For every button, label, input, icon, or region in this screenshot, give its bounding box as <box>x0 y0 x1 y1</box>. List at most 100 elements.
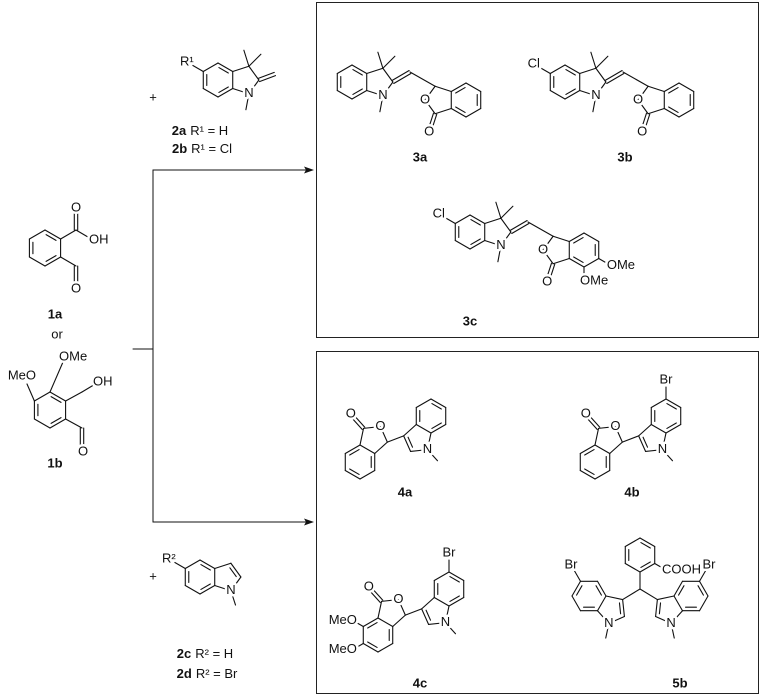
arrow-head <box>304 166 314 174</box>
bond <box>665 423 682 434</box>
bond <box>469 214 486 225</box>
bond <box>670 610 684 624</box>
bond <box>403 435 412 452</box>
bond <box>425 609 432 621</box>
bond <box>421 596 435 610</box>
reagent-label: 2d R² = Br <box>177 666 238 681</box>
bond <box>449 576 460 583</box>
atom-label: OH <box>93 373 113 388</box>
compound-id: 2a <box>172 123 187 138</box>
atom-label: N <box>441 614 450 629</box>
bond <box>199 559 216 570</box>
bond <box>200 564 211 571</box>
bond <box>377 51 384 69</box>
bond <box>214 584 232 592</box>
bond <box>564 89 581 100</box>
atom-label: O <box>610 418 620 433</box>
bond <box>640 561 651 568</box>
reagent-label: 2c R² = H <box>177 646 233 661</box>
bond <box>184 559 201 570</box>
bond <box>200 583 211 590</box>
bond <box>579 67 597 75</box>
bond <box>431 403 442 410</box>
bond <box>352 88 363 95</box>
bond <box>678 585 685 596</box>
compound-id: 1b <box>47 455 62 470</box>
bond <box>50 417 62 424</box>
atom-label: O <box>364 579 374 594</box>
bond <box>359 427 365 446</box>
bond <box>60 229 77 240</box>
bond <box>587 414 601 428</box>
bond <box>663 82 680 93</box>
bond <box>245 93 250 111</box>
bond <box>650 398 667 409</box>
bond <box>450 107 467 118</box>
bond <box>568 232 585 243</box>
atom-label: O <box>424 123 434 138</box>
bond <box>430 423 447 434</box>
bond <box>45 234 57 241</box>
bond <box>248 65 260 81</box>
bond <box>192 64 204 73</box>
bond <box>374 441 388 455</box>
compound-id: 3c <box>463 313 477 328</box>
bond <box>359 469 376 480</box>
atom-label: OMe <box>580 272 608 287</box>
bond <box>407 436 414 448</box>
bond <box>352 69 363 76</box>
bond <box>598 257 612 267</box>
bond <box>444 622 457 635</box>
compound-id: 4c <box>413 675 427 690</box>
atom-label: O <box>637 123 647 138</box>
bond <box>352 642 364 651</box>
bond <box>351 89 368 100</box>
bond <box>647 107 665 115</box>
bond <box>592 95 597 113</box>
bond <box>366 67 384 75</box>
bond <box>444 605 450 624</box>
bond <box>45 255 57 262</box>
bond <box>362 617 379 628</box>
bond <box>444 216 456 225</box>
bond <box>403 423 417 437</box>
atom-label: OMe <box>59 348 87 363</box>
substituent-text: R² = Br <box>196 666 238 681</box>
bond <box>382 67 394 83</box>
bond <box>678 82 695 93</box>
bond <box>397 599 406 616</box>
plus: + <box>149 568 157 583</box>
bond <box>595 67 607 83</box>
bond <box>33 391 51 402</box>
bond <box>199 584 216 595</box>
bond <box>366 89 384 97</box>
bond <box>465 107 482 118</box>
bond <box>455 87 466 94</box>
bond <box>257 71 275 79</box>
bond <box>230 590 237 606</box>
atom-label: Cl <box>528 55 540 70</box>
bond <box>336 64 353 75</box>
atom-label: N <box>591 87 600 102</box>
compound-id: 1a <box>48 306 63 321</box>
bond <box>571 595 582 612</box>
bond <box>184 584 201 595</box>
bond <box>391 69 410 82</box>
bond <box>362 642 379 653</box>
bond <box>604 69 623 82</box>
bond <box>579 89 597 97</box>
bond <box>434 85 452 93</box>
bond <box>352 619 364 628</box>
bond <box>665 398 682 409</box>
bond <box>666 403 677 410</box>
bond <box>450 82 467 93</box>
atom-label: R² <box>162 550 176 565</box>
bond <box>596 595 607 612</box>
bond <box>545 262 553 280</box>
atom-label: N <box>496 237 505 252</box>
bond <box>639 588 658 601</box>
bond <box>349 449 360 456</box>
bond <box>248 79 260 95</box>
bond <box>434 107 452 115</box>
bond <box>661 432 667 451</box>
